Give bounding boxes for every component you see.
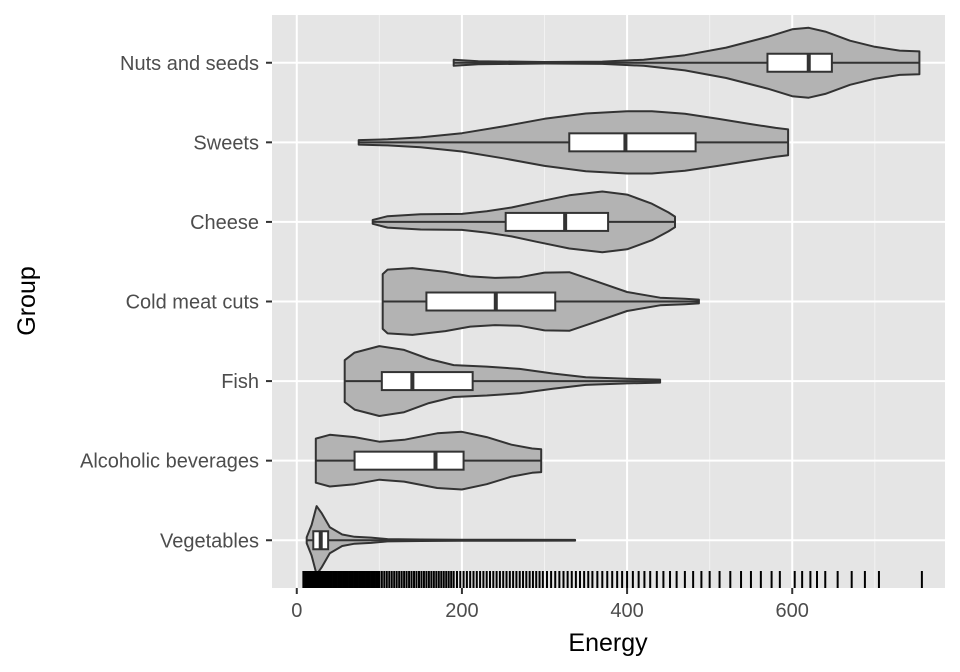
rug-layer xyxy=(302,571,923,588)
y-tick-label: Vegetables xyxy=(160,530,259,552)
y-tick-label: Alcoholic beverages xyxy=(80,451,259,473)
box-sweets xyxy=(568,132,697,153)
y-axis: Vegetables Alcoholic beverages Fish Cold me… xyxy=(80,53,272,552)
x-tick-label: 200 xyxy=(445,600,478,622)
x-tick-label: 600 xyxy=(776,600,809,622)
violins-layer xyxy=(305,26,921,576)
y-axis-title: Group xyxy=(13,266,41,335)
box-alcoholic-beverages xyxy=(353,450,465,471)
y-tick-label: Fish xyxy=(221,371,259,393)
y-tick-label: Sweets xyxy=(193,132,259,154)
x-axis-title: Energy xyxy=(568,629,648,657)
x-tick-label: 0 xyxy=(291,600,302,622)
x-tick-label: 400 xyxy=(610,600,643,622)
box-cheese xyxy=(504,211,610,232)
box-nuts-and-seeds xyxy=(766,52,833,73)
y-tick-label: Cold meat cuts xyxy=(126,292,259,314)
box-fish xyxy=(380,371,474,392)
y-tick-label: Cheese xyxy=(190,212,259,234)
box-cold-meat-cuts xyxy=(425,291,557,312)
x-axis: 0 200 400 600 xyxy=(291,588,809,622)
y-tick-label: Nuts and seeds xyxy=(120,53,259,75)
